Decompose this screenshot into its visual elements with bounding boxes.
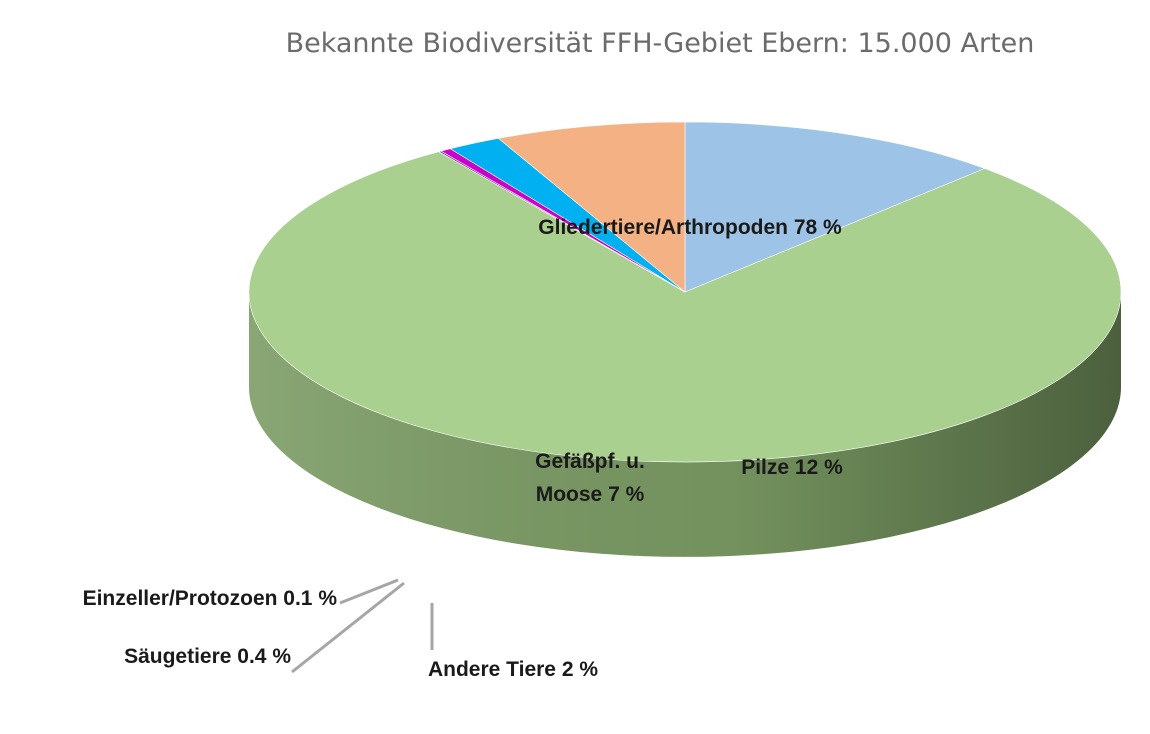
- slice-labels: Pilze 12 % Gliedertiere/Arthropoden 78 % E…: [83, 216, 844, 681]
- data-label-gefasspflanzen-und-moose-line-1: Gefäßpf. u.: [535, 450, 645, 473]
- pie-slice-pilze: [684, 121, 986, 293]
- data-label-gefasspflanzen-und-moose-line-2: Moose 7 %: [536, 483, 645, 506]
- data-label-gliedertiere-arthropoden: Gliedertiere/Arthropoden 78 %: [538, 216, 842, 239]
- pie-slice-gliedertiere-arthropoden: [248, 151, 1122, 463]
- data-label-einzeller-protozoen: Einzeller/Protozoen 0.1 %: [83, 587, 338, 610]
- leader-line-saugetiere: [291, 581, 405, 674]
- chart-title: Bekannte Biodiversität FFH-Gebiet Ebern:…: [285, 28, 1035, 59]
- pie-slice-gefasspflanzen-und-moose: [497, 121, 686, 293]
- leader-line-einzeller-protozoen: [339, 578, 399, 605]
- pie-side-gliedertiere-arthropoden-shade: [249, 292, 1121, 557]
- leader-lines: [291, 578, 434, 674]
- data-label-saugetiere: Säugetiere 0.4 %: [124, 645, 291, 668]
- data-label-pilze: Pilze 12 %: [741, 456, 843, 479]
- pie-sides: [249, 292, 1121, 557]
- data-label-andere-tiere: Andere Tiere 2 %: [428, 658, 598, 681]
- pie-tops: [248, 121, 1122, 463]
